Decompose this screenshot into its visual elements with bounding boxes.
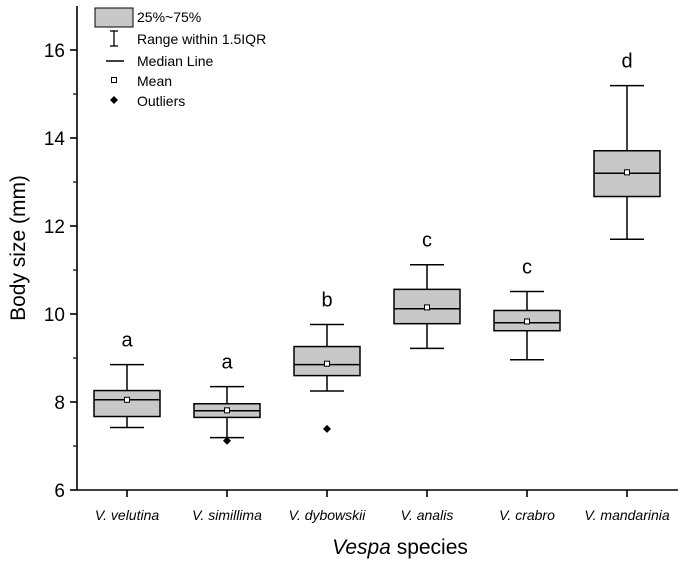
box-series: a a b c c d [93, 51, 661, 445]
group-letter-label: d [621, 51, 632, 73]
group-letter-label: a [121, 330, 133, 352]
y-axis-ticks: 6 8 10 12 14 16 [44, 41, 77, 502]
box-4: c [393, 230, 461, 350]
group-letter-label: c [422, 230, 432, 252]
y-tick-label: 8 [54, 393, 65, 414]
y-tick-label: 12 [44, 217, 65, 238]
box-6: d [593, 51, 661, 240]
box-2: a [193, 352, 261, 445]
mean-marker [224, 407, 230, 414]
group-letter-label: b [321, 290, 332, 312]
x-tick-label: V. dybowskii [289, 507, 367, 523]
legend-label-whisker: Range within 1.5IQR [137, 31, 266, 47]
y-tick-label: 10 [44, 305, 65, 326]
y-tick-label: 6 [54, 481, 65, 502]
x-axis-ticks: V. velutina V. simillima V. dybowskii V. an… [95, 490, 670, 523]
mean-marker [524, 318, 530, 325]
legend-label-outliers: Outliers [137, 93, 185, 109]
mean-marker [424, 304, 430, 311]
x-tick-label: V. simillima [192, 507, 262, 523]
legend-label-box: 25%~75% [137, 9, 201, 25]
outlier-marker [223, 436, 231, 445]
legend-label-mean: Mean [137, 73, 172, 89]
legend-whisker-icon [110, 30, 118, 47]
y-axis-title: Body size (mm) [7, 175, 30, 321]
x-axis-title-rest: species [391, 536, 468, 559]
iqr-box [93, 389, 161, 418]
group-letter-label: a [221, 352, 233, 374]
mean-marker [624, 169, 630, 176]
x-axis-title-italic: Vespa [332, 536, 391, 559]
mean-marker [124, 396, 130, 403]
x-axis-title: Vespa species [332, 536, 468, 559]
box-5: c [493, 257, 561, 361]
x-tick-label: V. crabro [499, 507, 555, 523]
x-tick-label: V. analis [401, 507, 454, 523]
box-3: b [293, 290, 361, 433]
legend-mean-icon [111, 77, 117, 83]
y-tick-label: 16 [44, 41, 65, 62]
legend-label-median: Median Line [137, 53, 213, 69]
legend: 25%~75% Range within 1.5IQR Median Line … [94, 7, 266, 109]
legend-outlier-icon [110, 96, 118, 104]
mean-marker [324, 360, 330, 367]
x-tick-label: V. velutina [95, 507, 160, 523]
x-tick-label: V. mandarinia [584, 507, 670, 523]
legend-box-swatch [94, 7, 134, 28]
group-letter-label: c [522, 257, 532, 279]
outlier-marker [323, 424, 331, 433]
y-tick-label: 14 [44, 129, 66, 150]
box-1: a [93, 330, 161, 429]
